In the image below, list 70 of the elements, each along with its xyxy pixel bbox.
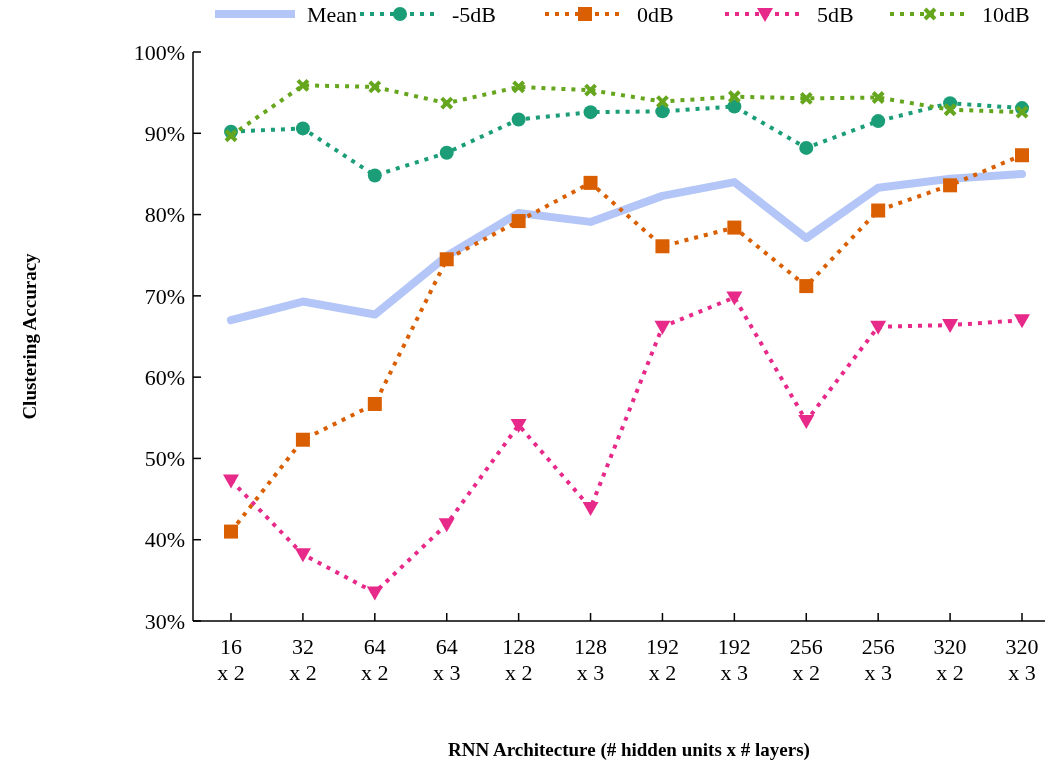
x-tick-label: 256 x 3 [861, 634, 895, 685]
point [224, 524, 238, 539]
point [367, 168, 382, 183]
point [1015, 148, 1029, 163]
point [583, 105, 598, 120]
x-tick-label: 320 x 3 [1005, 634, 1039, 685]
x-tick-label: 128 x 3 [574, 634, 608, 685]
point [511, 79, 526, 94]
x-tick-label: 192 x 3 [717, 634, 751, 685]
point [1015, 105, 1029, 120]
y-tick-label: 100% [133, 39, 185, 65]
point [511, 112, 526, 127]
point [871, 203, 886, 218]
point [943, 102, 958, 117]
y-tick-label: 50% [144, 446, 185, 472]
point [511, 214, 526, 229]
point [799, 140, 814, 155]
y-axis-title: Clustering Accuracy [19, 252, 40, 420]
point [799, 91, 814, 106]
point [727, 89, 742, 104]
x-tick-label: 320 x 2 [933, 634, 967, 685]
x-tick-label: 256 x 2 [789, 634, 823, 685]
point [798, 415, 815, 430]
y-tick-label: 40% [144, 527, 185, 553]
point [583, 83, 598, 98]
point [654, 320, 671, 335]
y-tick-label: 30% [144, 608, 185, 634]
point [295, 121, 310, 136]
point [367, 396, 382, 411]
legend-label: Mean [307, 1, 358, 27]
point [726, 291, 743, 306]
x-tick-label: 16 x 2 [217, 634, 245, 685]
point [295, 432, 310, 447]
x-tick-label: 32 x 2 [289, 634, 317, 685]
point [439, 252, 454, 267]
point [870, 320, 887, 335]
y-tick-label: 80% [144, 202, 185, 228]
legend-label: 10dB [982, 1, 1030, 27]
x-tick-label: 64 x 2 [361, 634, 389, 685]
legend-label: -5dB [452, 1, 496, 27]
point [582, 502, 599, 517]
point [438, 518, 455, 533]
point [295, 78, 310, 93]
x-tick-label: 192 x 2 [645, 634, 679, 685]
y-tick-label: 70% [144, 283, 185, 309]
point [366, 586, 383, 601]
point [871, 90, 886, 105]
point [727, 220, 742, 235]
x-tick-label: 64 x 3 [432, 634, 461, 685]
point [223, 474, 239, 489]
point [871, 114, 886, 129]
point [1014, 314, 1030, 329]
point [439, 145, 454, 160]
legend-label: 0dB [637, 1, 674, 27]
legend-label: 5dB [817, 1, 854, 27]
point [655, 239, 670, 254]
point [583, 175, 598, 190]
point [294, 548, 311, 563]
y-tick-label: 60% [144, 364, 185, 390]
x-axis-title: RNN Architecture (# hidden units x # layers) [448, 739, 810, 761]
point [224, 128, 238, 143]
point [439, 96, 454, 111]
point [799, 279, 814, 294]
y-tick-label: 90% [144, 120, 185, 146]
x-tick-label: 128 x 2 [502, 634, 536, 685]
point [942, 319, 959, 334]
point [943, 178, 958, 193]
point [655, 94, 670, 109]
point [367, 79, 382, 94]
point [510, 419, 527, 434]
